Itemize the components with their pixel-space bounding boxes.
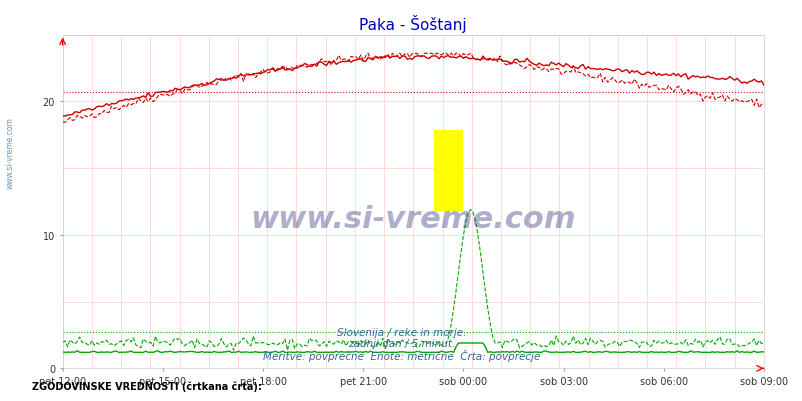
Text: zadnji dan / 5 minut.: zadnji dan / 5 minut. (347, 338, 455, 348)
Text: Slovenija / reke in morje.: Slovenija / reke in morje. (336, 327, 466, 337)
Text: www.si-vreme.com: www.si-vreme.com (250, 204, 575, 233)
FancyBboxPatch shape (434, 130, 462, 212)
Text: www.si-vreme.com: www.si-vreme.com (6, 117, 15, 188)
Title: Paka - Šoštanj: Paka - Šoštanj (359, 15, 467, 33)
Text: Meritve: povprečne  Enote: metrične  Črta: povprečje: Meritve: povprečne Enote: metrične Črta:… (262, 349, 540, 361)
Text: ZGODOVINSKE VREDNOSTI (črtkana črta):: ZGODOVINSKE VREDNOSTI (črtkana črta): (32, 381, 261, 391)
